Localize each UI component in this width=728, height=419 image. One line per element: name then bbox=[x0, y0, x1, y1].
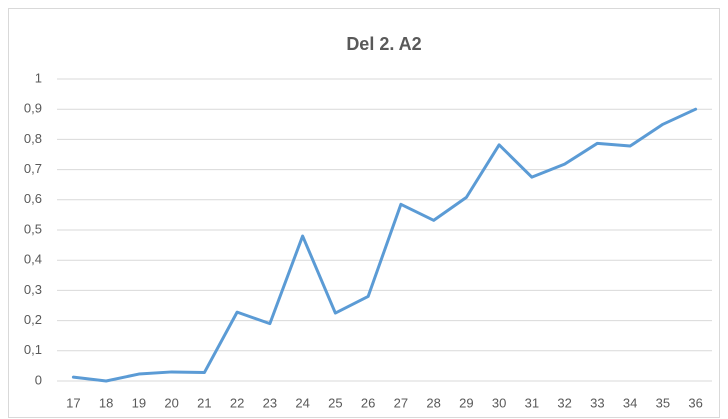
x-tick-label: 27 bbox=[394, 395, 408, 410]
x-tick-label: 19 bbox=[132, 395, 146, 410]
x-tick-label: 35 bbox=[656, 395, 670, 410]
x-tick-label: 29 bbox=[459, 395, 473, 410]
y-tick-label: 0,5 bbox=[24, 221, 42, 236]
data-line bbox=[71, 107, 698, 383]
y-tick-label: 0,4 bbox=[24, 252, 42, 267]
x-tick-label: 22 bbox=[230, 395, 244, 410]
x-tick-label: 33 bbox=[590, 395, 604, 410]
x-tick-label: 17 bbox=[66, 395, 80, 410]
x-tick-label: 30 bbox=[492, 395, 506, 410]
x-tick-label: 32 bbox=[557, 395, 571, 410]
y-tick-label: 0,1 bbox=[24, 342, 42, 357]
y-tick-label: 0,3 bbox=[24, 282, 42, 297]
y-tick-label: 1 bbox=[35, 70, 42, 85]
y-tick-label: 0,9 bbox=[24, 101, 42, 116]
x-tick-label: 20 bbox=[164, 395, 178, 410]
x-tick-label: 24 bbox=[295, 395, 309, 410]
x-tick-label: 26 bbox=[361, 395, 375, 410]
x-tick-label: 21 bbox=[197, 395, 211, 410]
y-tick-label: 0,7 bbox=[24, 161, 42, 176]
x-tick-label: 18 bbox=[99, 395, 113, 410]
x-tick-label: 28 bbox=[426, 395, 440, 410]
x-tick-label: 36 bbox=[688, 395, 702, 410]
y-tick-label: 0 bbox=[35, 372, 42, 387]
y-tick-label: 0,2 bbox=[24, 312, 42, 327]
x-tick-label: 31 bbox=[525, 395, 539, 410]
x-tick-label: 34 bbox=[623, 395, 637, 410]
x-tick-label: 25 bbox=[328, 395, 342, 410]
x-tick-label: 23 bbox=[263, 395, 277, 410]
y-tick-label: 0,6 bbox=[24, 191, 42, 206]
y-tick-label: 0,8 bbox=[24, 131, 42, 146]
chart-title: Del 2. A2 bbox=[346, 34, 421, 54]
chart-border bbox=[8, 8, 720, 418]
